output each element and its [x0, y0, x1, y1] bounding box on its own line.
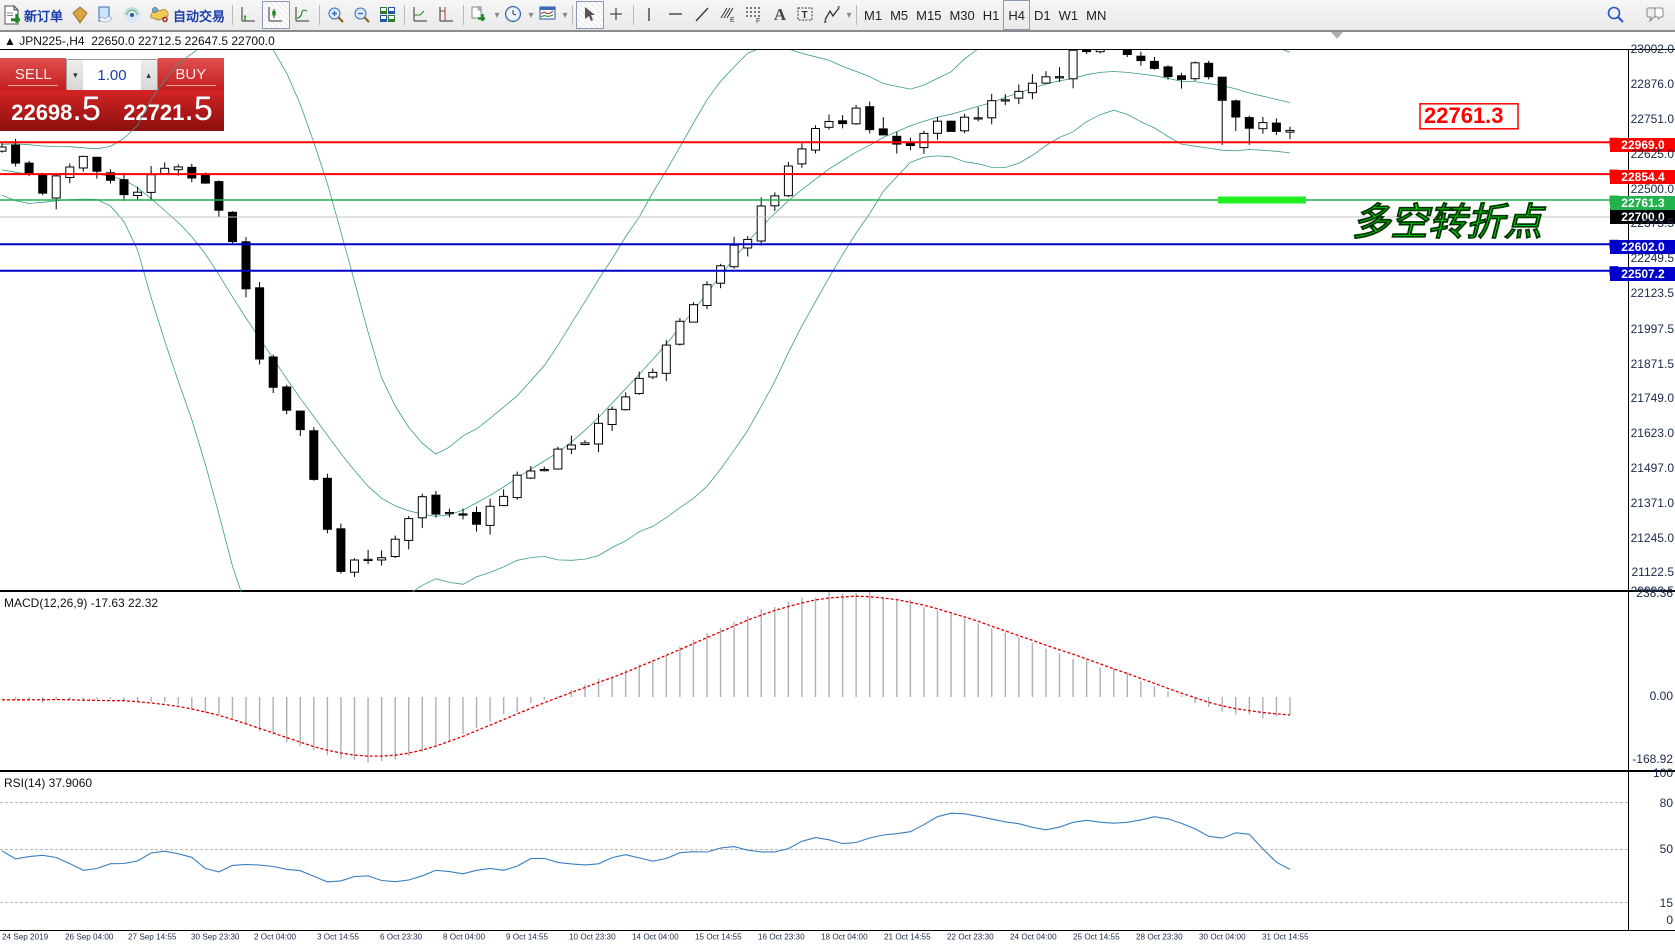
- svg-text:T: T: [802, 10, 808, 21]
- svg-text:F: F: [756, 18, 760, 25]
- svg-text:22761.3: 22761.3: [1424, 103, 1504, 128]
- svg-text:多空转折点: 多空转折点: [1352, 202, 1547, 244]
- svg-text:E: E: [730, 17, 735, 24]
